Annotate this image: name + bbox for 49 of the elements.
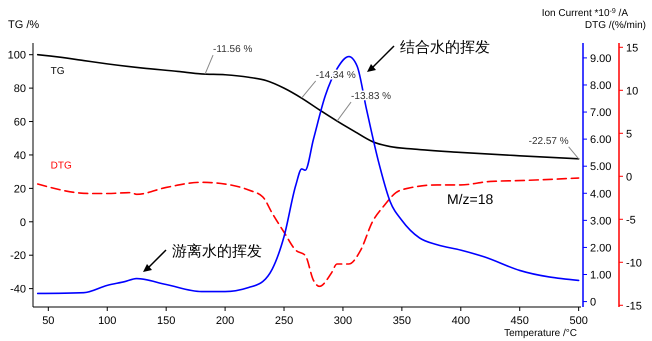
y3-tick-label: -15 — [626, 300, 642, 312]
y-tick-label: 20 — [14, 183, 26, 196]
x-axis-title: Temperature /°C — [504, 328, 577, 339]
x-tick-label: 500 — [569, 315, 588, 327]
x-tick-label: 300 — [334, 315, 352, 327]
y-tick-label: -40 — [10, 284, 26, 296]
y3-tick-label: 15 — [626, 42, 638, 54]
series-label: DTG — [50, 160, 72, 172]
x-tick-label: 200 — [216, 315, 234, 327]
y2-tick-label: 3.00 — [590, 215, 612, 228]
y-tick-label: 60 — [14, 116, 26, 129]
y-axis-title: TG /% — [8, 19, 40, 31]
y3-tick-label: 5 — [626, 128, 632, 140]
y-tick-label: 0 — [20, 216, 26, 229]
line-series — [36, 54, 580, 160]
y3-axis-title: DTG /(%/min) — [584, 20, 646, 31]
x-tick-label: 150 — [156, 315, 176, 327]
y-tick-label: 40 — [14, 150, 26, 162]
y2-tick-label: 4.00 — [590, 188, 612, 200]
y2-tick-label: 8.00 — [590, 80, 612, 92]
y-tick-label: 80 — [14, 83, 26, 96]
y2-axis-title: Ion Current *10$^{-9}$ /A — [542, 8, 628, 19]
x-tick-label: 50 — [42, 315, 54, 327]
x-tick-label: 450 — [510, 315, 529, 327]
y2-tick-label: 1.00 — [590, 270, 612, 282]
y2-tick-label: 9.00 — [590, 52, 612, 65]
annotation: M/z=18 — [447, 191, 494, 207]
line-series — [36, 177, 580, 288]
line-series — [36, 56, 580, 294]
y2-tick-label: 5.00 — [590, 161, 612, 174]
x-tick-label: 350 — [392, 315, 412, 327]
y2-tick-label: 6.00 — [590, 134, 612, 146]
y3-tick-label: -10 — [626, 257, 642, 270]
x-tick-label: 100 — [98, 315, 116, 327]
x-tick-label: 400 — [452, 315, 470, 327]
y3-tick-label: 0 — [626, 171, 632, 184]
y2-tick-label: 2.00 — [590, 242, 612, 254]
x-tick-label: 250 — [274, 315, 294, 327]
y-tick-label: 100 — [8, 50, 26, 62]
y3-tick-label: -5 — [626, 214, 636, 226]
annotation: -11.56 % — [213, 44, 252, 56]
series-label: TG — [50, 66, 65, 78]
y3-tick-label: 10 — [626, 85, 638, 98]
annotation: 结合水的挥发 — [400, 38, 490, 56]
y2-tick-label: 7.00 — [590, 107, 612, 120]
annotation: 游离水的挥发 — [172, 242, 262, 260]
y-tick-label: -20 — [10, 250, 26, 262]
y2-tick-label: 0 — [590, 296, 596, 309]
annotation: -22.57 % — [528, 136, 569, 147]
